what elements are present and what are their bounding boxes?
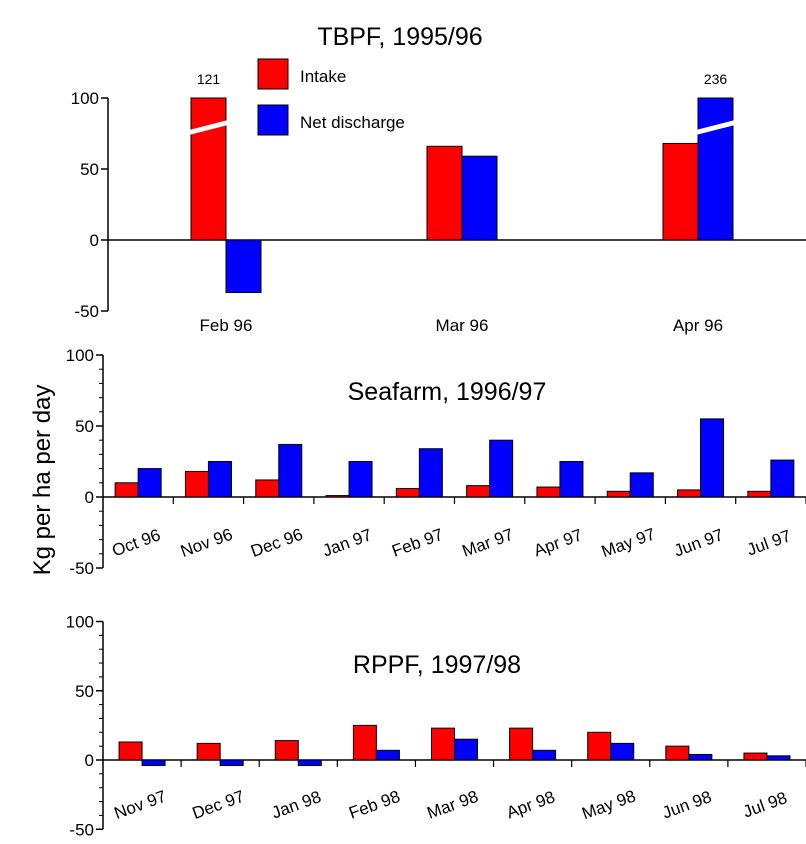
bar-value-label: 121 bbox=[197, 71, 221, 87]
bar-net-discharge bbox=[418, 448, 443, 498]
panel-seafarm: Seafarm, 1996/97 100 50 0 -50 Oct 96 Nov 96 Dec… bbox=[66, 346, 806, 578]
y-tick-label: 100 bbox=[66, 346, 94, 365]
x-tick-label: Dec 97 bbox=[190, 787, 247, 823]
panel-rppf: RPPF, 1997/98 100 50 0 -50 Nov 97 Dec 97 Jan 98… bbox=[66, 613, 806, 839]
bar-net-discharge bbox=[766, 755, 791, 761]
bar-net-discharge bbox=[559, 461, 584, 498]
bar-intake bbox=[677, 489, 702, 498]
x-tick-label: May 97 bbox=[599, 524, 658, 561]
bar-intake bbox=[184, 470, 209, 498]
legend-swatch-net-discharge bbox=[257, 104, 289, 136]
y-tick-label: 100 bbox=[66, 613, 94, 632]
bar-intake bbox=[426, 145, 463, 241]
bar-net-discharge bbox=[278, 443, 303, 498]
y-tick-label: 0 bbox=[85, 751, 94, 770]
x-tick-label: Jul 97 bbox=[744, 526, 793, 559]
x-tick-label: Feb 97 bbox=[389, 525, 445, 561]
legend-label-net-discharge: Net discharge bbox=[300, 113, 405, 132]
bar-net-discharge bbox=[137, 468, 162, 498]
bar-net-discharge bbox=[688, 753, 713, 761]
bar-intake bbox=[114, 482, 139, 498]
x-tick-label: Jun 97 bbox=[671, 525, 725, 560]
panel-tbpf: TBPF, 1995/96 100 50 0 -50 121 236 Feb 96 Mar 96… bbox=[71, 23, 806, 335]
y-tick-label: 0 bbox=[90, 231, 99, 250]
bar-net-discharge bbox=[225, 239, 262, 294]
legend-label-intake: Intake bbox=[300, 67, 346, 86]
bar-net-discharge bbox=[141, 759, 166, 767]
bar-net-discharge bbox=[375, 749, 400, 761]
x-tick-label: Nov 96 bbox=[178, 525, 235, 561]
chart-title: Seafarm, 1996/97 bbox=[348, 378, 547, 406]
bar-net-discharge bbox=[697, 97, 734, 241]
bar-net-discharge bbox=[532, 749, 557, 761]
x-tick-label: Feb 96 bbox=[200, 316, 253, 335]
y-axis-label: Kg per ha per day bbox=[29, 385, 56, 576]
x-tick-label: Apr 96 bbox=[673, 316, 723, 335]
bar-intake bbox=[606, 490, 631, 498]
bar-net-discharge bbox=[700, 418, 725, 498]
x-tick-label: Feb 98 bbox=[346, 787, 402, 823]
x-tick-label: Apr 97 bbox=[531, 525, 585, 560]
bar-intake bbox=[431, 727, 455, 761]
x-tick-label: Jul 98 bbox=[740, 788, 789, 821]
x-tick-label: Mar 97 bbox=[460, 525, 516, 561]
bar-net-discharge bbox=[610, 742, 635, 761]
axis-break-marker bbox=[696, 120, 735, 135]
x-tick-label: Nov 97 bbox=[112, 787, 169, 823]
x-tick-label: Jan 98 bbox=[269, 787, 323, 822]
bar-intake bbox=[118, 741, 143, 761]
axis-break-marker bbox=[189, 120, 228, 135]
x-tick-label: May 98 bbox=[579, 786, 638, 823]
y-tick-label: 100 bbox=[71, 89, 99, 108]
y-tick-label: -50 bbox=[74, 302, 99, 321]
bar-intake bbox=[352, 724, 377, 761]
y-tick-label: 50 bbox=[80, 160, 99, 179]
bar-intake bbox=[274, 740, 299, 761]
y-tick-label: -50 bbox=[69, 820, 94, 839]
x-tick-label: Mar 96 bbox=[436, 316, 489, 335]
bar-net-discharge bbox=[348, 461, 373, 498]
bar-intake bbox=[536, 486, 561, 498]
bar-intake bbox=[395, 487, 420, 498]
bar-net-discharge bbox=[461, 155, 498, 241]
bar-intake bbox=[665, 745, 690, 761]
legend: Intake Net discharge bbox=[257, 58, 405, 136]
legend-swatch-intake bbox=[257, 58, 289, 90]
bar-net-discharge bbox=[454, 738, 478, 761]
bar-intake bbox=[466, 485, 491, 498]
chart-title: TBPF, 1995/96 bbox=[317, 23, 482, 51]
bar-net-discharge bbox=[770, 459, 795, 498]
x-tick-label: Mar 98 bbox=[425, 787, 481, 823]
bar-intake bbox=[190, 97, 227, 241]
y-tick-label: 0 bbox=[85, 488, 94, 507]
bar-intake bbox=[196, 742, 221, 761]
bar-net-discharge bbox=[629, 472, 654, 498]
x-tick-label: Apr 98 bbox=[504, 787, 558, 822]
bar-net-discharge bbox=[489, 439, 514, 498]
bar-intake bbox=[255, 479, 280, 498]
bar-value-label: 236 bbox=[704, 71, 728, 87]
y-tick-label: 50 bbox=[75, 682, 94, 701]
y-tick-label: 50 bbox=[75, 417, 94, 436]
x-tick-label: Jan 97 bbox=[320, 525, 374, 560]
bar-intake bbox=[662, 142, 699, 241]
x-tick-label: Dec 96 bbox=[248, 525, 305, 561]
bar-net-discharge bbox=[219, 759, 244, 767]
bar-intake bbox=[325, 495, 350, 498]
bar-intake bbox=[509, 727, 534, 761]
bar-intake bbox=[743, 752, 768, 761]
bar-intake bbox=[587, 731, 612, 761]
bar-net-discharge bbox=[297, 759, 322, 767]
bar-intake bbox=[747, 490, 772, 498]
x-tick-label: Oct 96 bbox=[109, 525, 163, 560]
x-tick-label: Jun 98 bbox=[660, 787, 714, 822]
chart-title: RPPF, 1997/98 bbox=[353, 651, 521, 679]
y-tick-label: -50 bbox=[69, 559, 94, 578]
bar-net-discharge bbox=[207, 461, 232, 498]
